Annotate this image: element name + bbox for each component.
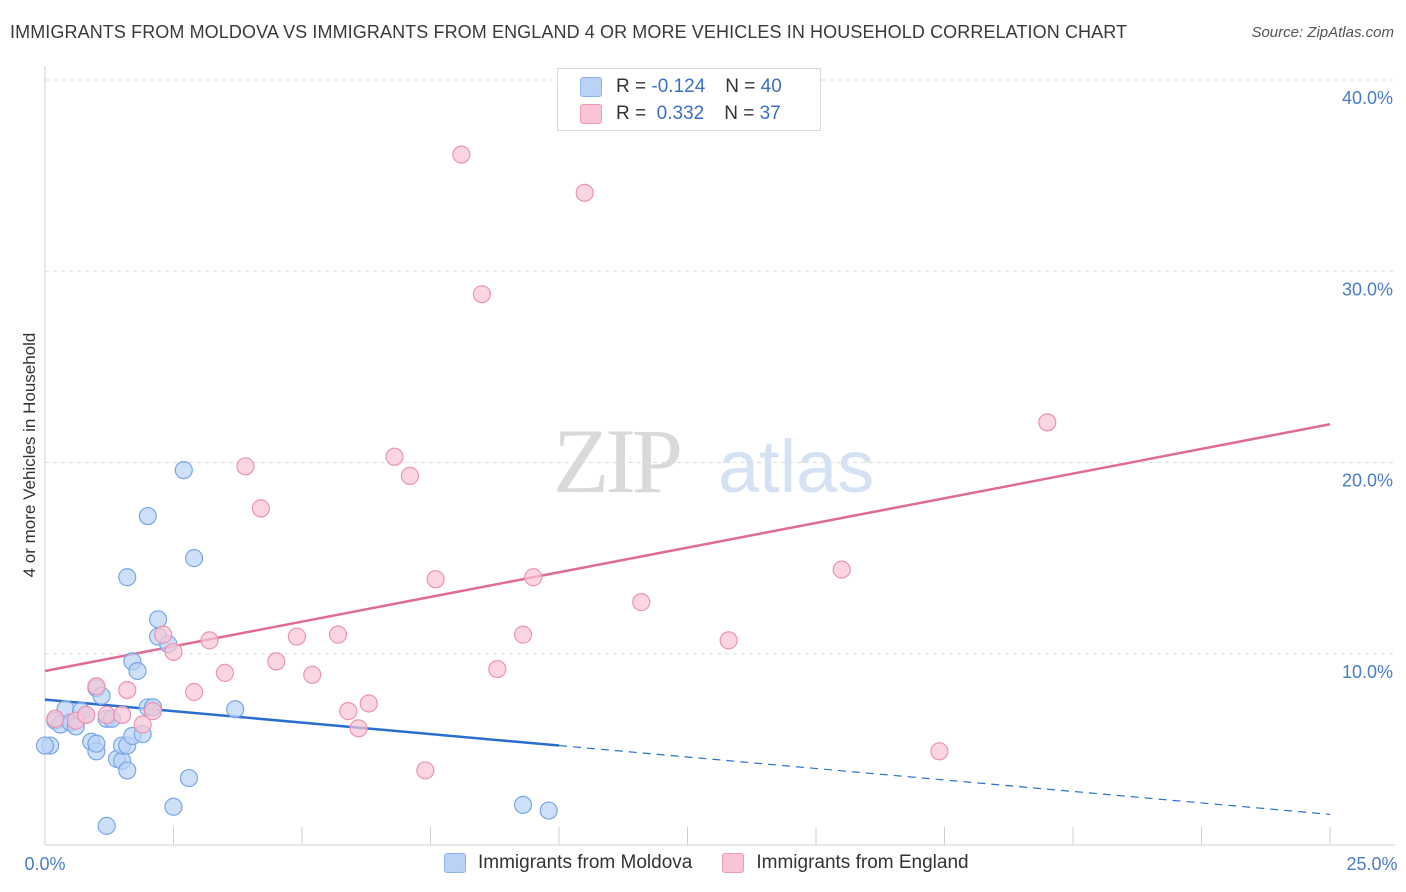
moldova-point [97, 816, 116, 835]
legend-row-moldova: R = -0.124 N = 40 [580, 75, 782, 99]
legend-item-england[interactable]: Immigrants from England [722, 852, 969, 874]
england-point [143, 702, 163, 721]
england-point [87, 677, 106, 696]
england-point [400, 466, 420, 485]
england-point [164, 642, 183, 661]
x-tick-label: 25.0% [1346, 854, 1397, 874]
moldova-r-value: -0.124 [651, 76, 706, 97]
moldova-point [513, 795, 533, 814]
england-point [133, 715, 152, 734]
moldova-legend-swatch [444, 853, 466, 873]
england-n-label: N = [724, 103, 755, 124]
moldova-point [164, 797, 183, 816]
moldova-n-label: N = [725, 76, 756, 97]
moldova-point [148, 610, 168, 629]
moldova-r-label: R = [616, 76, 647, 97]
england-point [349, 719, 368, 738]
moldova-point [118, 761, 137, 780]
england-point [112, 705, 132, 725]
moldova-point [179, 768, 199, 788]
england-point [426, 570, 445, 589]
legend-row-england: R = 0.332 N = 37 [580, 102, 781, 126]
england-point [359, 694, 378, 713]
england-legend-label: Immigrants from England [756, 852, 969, 873]
england-point [184, 682, 204, 702]
moldova-point [118, 568, 137, 587]
england-point [385, 447, 404, 466]
england-point [488, 659, 507, 679]
england-point [1038, 413, 1057, 432]
watermark-zip: ZIP [553, 410, 680, 512]
england-legend-swatch [722, 853, 745, 873]
england-point [287, 627, 306, 646]
england-point [930, 742, 949, 761]
england-point [416, 761, 435, 780]
moldova-point [138, 506, 157, 526]
moldova-point [128, 661, 147, 681]
england-point [452, 145, 471, 164]
england-trend-line [44, 423, 1331, 673]
england-point [215, 663, 234, 682]
england-point [328, 625, 348, 644]
y-tick-label: 10.0% [1342, 662, 1393, 682]
england-point [303, 665, 322, 684]
moldova-point [539, 801, 558, 820]
moldova-point [184, 549, 204, 568]
gridlines [45, 79, 1395, 655]
england-point [472, 285, 491, 304]
england-swatch [580, 104, 602, 124]
england-point [575, 183, 594, 202]
moldova-point [226, 700, 245, 719]
correlation-legend: R = -0.124 N = 40 R = 0.332 N = 37 [557, 68, 821, 131]
x-tick-labels: 0.0% 25.0% [24, 854, 1397, 874]
axes [44, 66, 1395, 846]
england-point [632, 593, 651, 612]
england-point [267, 652, 286, 671]
england-point [118, 680, 137, 700]
england-r-label: R = [616, 103, 647, 124]
england-point [154, 625, 173, 644]
england-point [236, 457, 255, 476]
y-tick-labels: 10.0% 20.0% 30.0% 40.0% [1342, 88, 1393, 682]
moldova-point [87, 734, 106, 753]
legend-item-moldova[interactable]: Immigrants from Moldova [444, 852, 692, 874]
england-point [719, 631, 738, 650]
england-n-value: 37 [759, 103, 781, 124]
trend-lines [44, 423, 1331, 815]
moldova-trend-extension [558, 744, 1331, 815]
england-point [339, 702, 358, 721]
england-point [524, 568, 543, 587]
moldova-swatch [580, 77, 602, 97]
england-point [832, 560, 851, 579]
moldova-point [174, 461, 193, 480]
chart-title: IMMIGRANTS FROM MOLDOVA VS IMMIGRANTS FR… [10, 22, 1128, 42]
y-axis-label: 4 or more Vehicles in Household [20, 333, 39, 578]
moldova-trend-line [44, 698, 560, 747]
x-tick-label: 0.0% [24, 854, 65, 874]
y-tick-label: 40.0% [1342, 88, 1393, 108]
data-points [35, 145, 1057, 835]
england-point [200, 631, 219, 650]
moldova-point [35, 736, 55, 755]
england-point [46, 709, 65, 728]
watermark-atlas: atlas [718, 425, 874, 508]
england-point [97, 705, 116, 725]
moldova-n-value: 40 [760, 76, 782, 97]
england-r-value: 0.332 [656, 103, 705, 124]
england-point [513, 625, 533, 644]
moldova-legend-label: Immigrants from Moldova [478, 852, 693, 873]
england-point [251, 499, 270, 518]
chart-source: Source: ZipAtlas.com [1251, 24, 1394, 41]
y-tick-label: 30.0% [1342, 279, 1393, 299]
series-legend: Immigrants from Moldova Immigrants from … [444, 852, 999, 874]
england-point [77, 705, 96, 725]
y-tick-label: 20.0% [1342, 471, 1393, 491]
